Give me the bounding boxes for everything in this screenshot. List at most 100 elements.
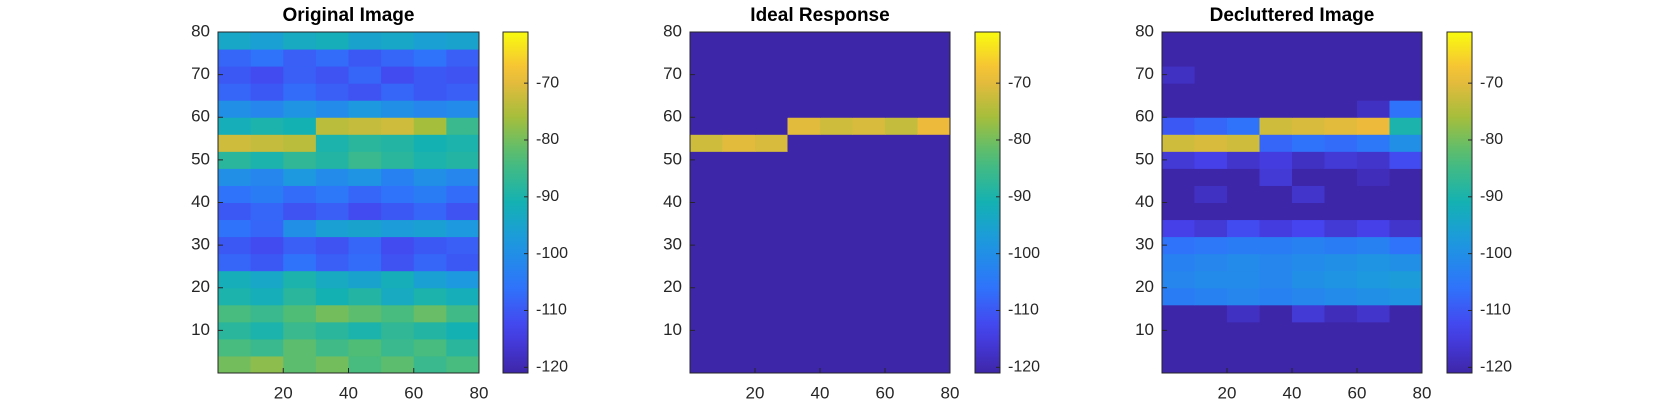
heatmap-cell: [218, 134, 252, 152]
heatmap-cell: [1357, 168, 1390, 186]
heatmap-cell: [1194, 66, 1228, 84]
heatmap-cell: [315, 219, 349, 238]
heatmap-cell: [820, 321, 853, 340]
heatmap-cell: [1389, 219, 1423, 238]
heatmap-cell: [820, 355, 853, 374]
heatmap-cell: [1194, 83, 1228, 101]
heatmap-cell: [787, 49, 821, 67]
colorbar-tick-label: -120: [1008, 359, 1040, 376]
heatmap-cell: [885, 168, 918, 186]
heatmap-cell: [917, 236, 951, 255]
heatmap-cell: [690, 253, 723, 272]
heatmap-cell: [1162, 117, 1195, 135]
heatmap-cell: [218, 236, 252, 255]
heatmap-cell: [381, 151, 415, 169]
colorbar: [1446, 31, 1473, 374]
x-tick-label: 40: [1283, 383, 1302, 402]
heatmap-cell: [690, 304, 723, 323]
heatmap-cell: [348, 219, 382, 238]
heatmap-cell: [1292, 134, 1325, 152]
heatmap-cell: [218, 304, 252, 323]
heatmap-cell: [381, 117, 415, 135]
heatmap-cell: [413, 321, 447, 340]
heatmap-cell: [413, 117, 447, 135]
heatmap-cell: [852, 66, 886, 84]
heatmap-cell: [690, 236, 723, 255]
heatmap-cell: [1292, 117, 1325, 135]
heatmap-cell: [1324, 168, 1358, 186]
heatmap-cell: [1227, 100, 1260, 118]
heatmap-cell: [1259, 168, 1293, 186]
heatmap-cell: [381, 134, 415, 152]
heatmap-cell: [413, 151, 447, 169]
heatmap-cell: [787, 321, 821, 340]
heatmap-cell: [413, 185, 447, 203]
chart-title: Original Image: [283, 5, 415, 26]
y-tick-label: 10: [663, 320, 682, 339]
heatmap-cell: [1292, 219, 1325, 238]
heatmap-cell: [250, 185, 284, 203]
heatmap-cell: [283, 304, 317, 323]
heatmap-cell: [446, 32, 480, 50]
heatmap-cell: [1259, 66, 1293, 84]
heatmap-cell: [1292, 32, 1325, 50]
heatmap-cell: [852, 270, 886, 289]
heatmap-cell: [1324, 66, 1358, 84]
heatmap-cell: [413, 253, 447, 272]
heatmap-cell: [1389, 338, 1423, 357]
heatmap-cell: [787, 202, 821, 221]
heatmap-cell: [722, 202, 756, 221]
heatmap-cell: [1227, 253, 1260, 272]
heatmap-cell: [1259, 304, 1293, 323]
heatmap-cell: [1259, 100, 1293, 118]
heatmap-cell: [1324, 338, 1358, 357]
colorbar-tick-label: -80: [536, 131, 559, 148]
heatmap-cell: [1194, 304, 1228, 323]
heatmap-cell: [218, 100, 252, 118]
heatmap-cell: [1227, 270, 1260, 289]
heatmap-cell: [1357, 304, 1390, 323]
heatmap-cell: [755, 100, 788, 118]
heatmap-cell: [852, 321, 886, 340]
heatmap-cell: [446, 117, 480, 135]
heatmap-cell: [283, 270, 317, 289]
heatmap-cell: [283, 287, 317, 306]
heatmap-cell: [787, 304, 821, 323]
heatmap-cell: [283, 321, 317, 340]
y-tick-label: 50: [1135, 149, 1154, 168]
heatmap-cell: [1162, 100, 1195, 118]
heatmap-cell: [917, 253, 951, 272]
colorbar-tick-label: -90: [1480, 188, 1503, 205]
heatmap-cell: [1227, 32, 1260, 50]
heatmap-cell: [1389, 49, 1423, 67]
heatmap-cell: [1259, 321, 1293, 340]
heatmap-cell: [413, 355, 447, 374]
x-tick-label: 20: [1218, 383, 1237, 402]
heatmap-cell: [917, 304, 951, 323]
heatmap-cell: [250, 287, 284, 306]
heatmap-cell: [381, 32, 415, 50]
heatmap-cell: [1162, 304, 1195, 323]
heatmap-cell: [755, 287, 788, 306]
heatmap-cell: [1292, 202, 1325, 221]
heatmap-cell: [852, 355, 886, 374]
heatmap-cell: [381, 66, 415, 84]
heatmap-cell: [1259, 83, 1293, 101]
heatmap-cell: [820, 100, 853, 118]
heatmap-cell: [283, 253, 317, 272]
heatmap-cell: [722, 32, 756, 50]
heatmap-cell: [283, 202, 317, 221]
heatmap-cell: [1324, 49, 1358, 67]
heatmap-cell: [722, 236, 756, 255]
heatmap-cell: [755, 32, 788, 50]
heatmap-cell: [1162, 83, 1195, 101]
heatmap-cell: [1162, 202, 1195, 221]
heatmap-cell: [820, 168, 853, 186]
heatmap-cell: [755, 338, 788, 357]
heatmap-cell: [446, 236, 480, 255]
heatmap-cell: [348, 355, 382, 374]
heatmap-cell: [820, 151, 853, 169]
heatmap-cell: [250, 49, 284, 67]
heatmap-cell: [917, 83, 951, 101]
heatmap-cell: [1259, 270, 1293, 289]
